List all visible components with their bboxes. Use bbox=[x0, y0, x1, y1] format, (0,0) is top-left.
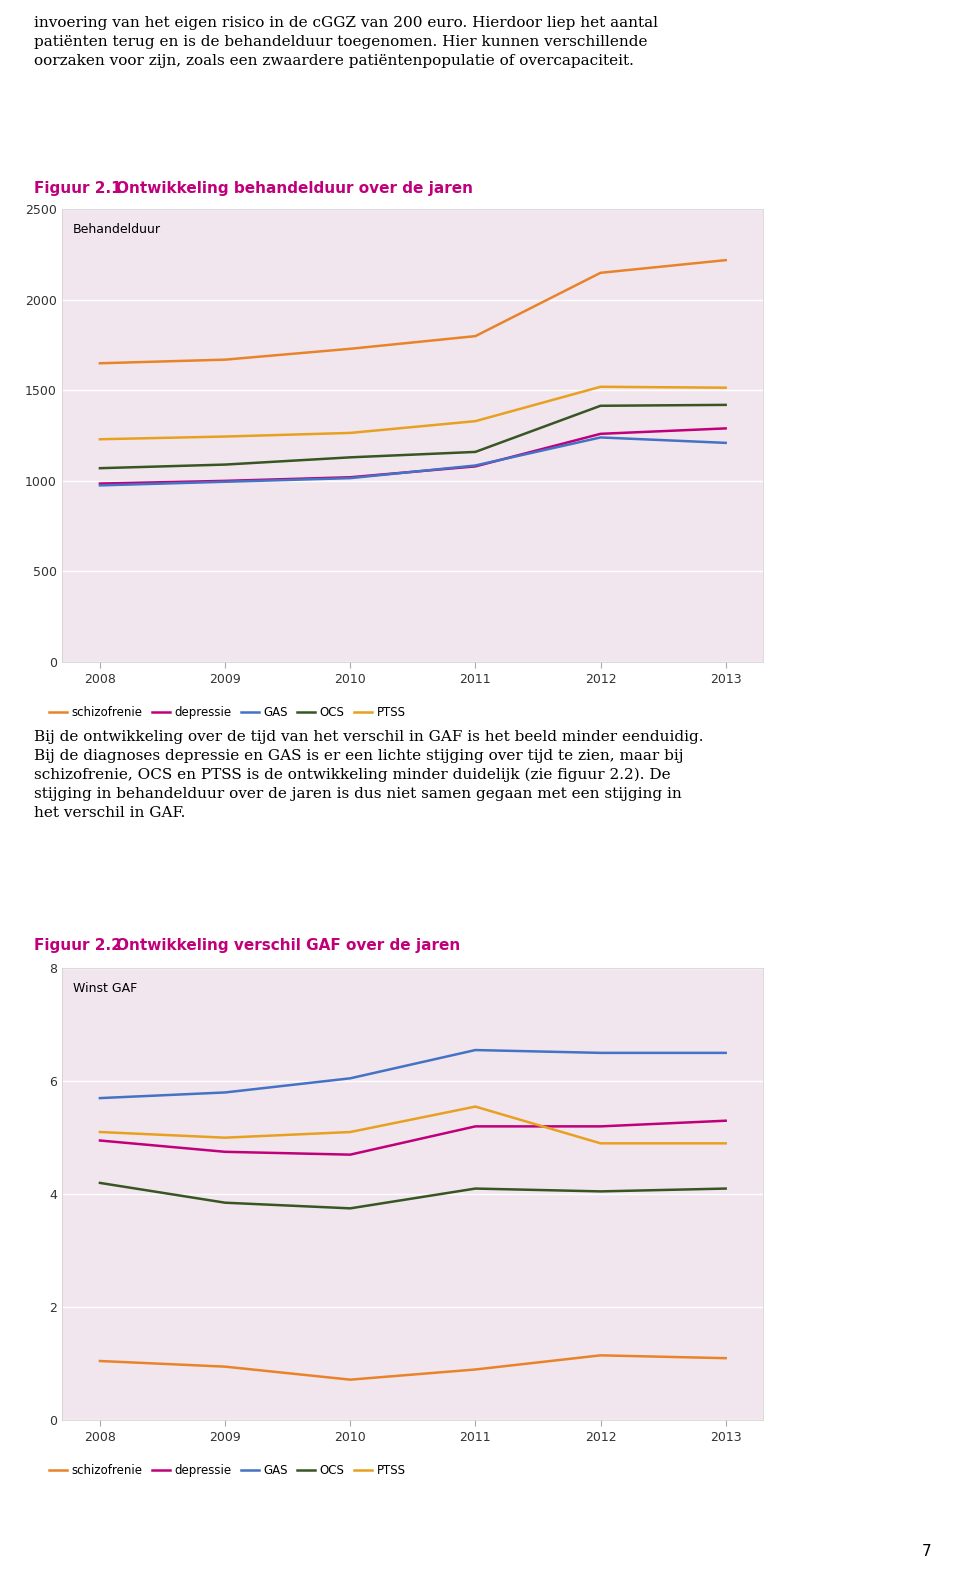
Text: Ontwikkeling verschil GAF over de jaren: Ontwikkeling verschil GAF over de jaren bbox=[116, 938, 460, 954]
Text: Bij de ontwikkeling over de tijd van het verschil in GAF is het beeld minder een: Bij de ontwikkeling over de tijd van het… bbox=[34, 730, 703, 820]
Text: Winst GAF: Winst GAF bbox=[73, 982, 137, 995]
Text: Figuur 2.1: Figuur 2.1 bbox=[34, 181, 121, 197]
Text: Behandelduur: Behandelduur bbox=[73, 224, 161, 236]
Text: Figuur 2.2: Figuur 2.2 bbox=[34, 938, 122, 954]
Text: invoering van het eigen risico in de cGGZ van 200 euro. Hierdoor liep het aantal: invoering van het eigen risico in de cGG… bbox=[34, 16, 658, 68]
Text: Ontwikkeling behandelduur over de jaren: Ontwikkeling behandelduur over de jaren bbox=[116, 181, 472, 197]
Legend: schizofrenie, depressie, GAS, OCS, PTSS: schizofrenie, depressie, GAS, OCS, PTSS bbox=[44, 1460, 410, 1482]
Legend: schizofrenie, depressie, GAS, OCS, PTSS: schizofrenie, depressie, GAS, OCS, PTSS bbox=[44, 701, 410, 724]
Text: 7: 7 bbox=[922, 1544, 931, 1558]
